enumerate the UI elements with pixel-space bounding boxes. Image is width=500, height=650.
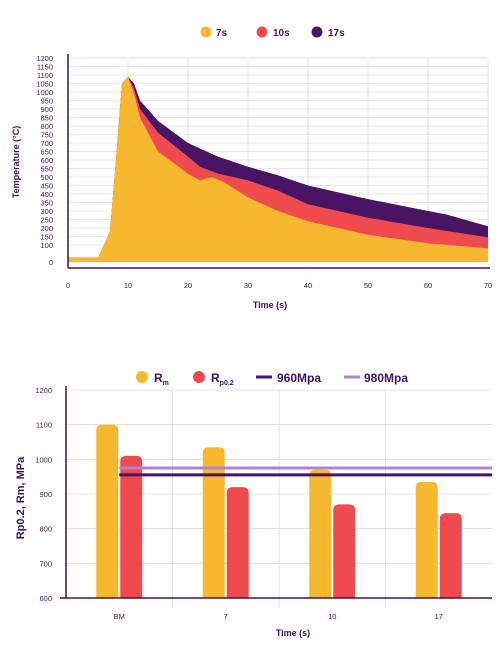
top-x-tick-50: 50 [364, 281, 372, 290]
top-y-tick-750: 750 [40, 131, 53, 140]
bottom-chart-axes [60, 386, 492, 599]
top-y-tick-100: 100 [40, 241, 53, 250]
bottom-chart-y-tick-labels: 600 700 800 900 1000 1100 1200 [35, 386, 52, 603]
legend-marker-10s [256, 26, 268, 38]
top-y-tick-350: 350 [40, 199, 53, 208]
top-legend: 7s 10s 17s [200, 26, 345, 39]
top-y-tick-800: 800 [40, 122, 53, 131]
top-chart-areas [68, 76, 488, 262]
bottom-y-tick-600: 600 [39, 594, 52, 603]
temperature-chart: 7s 10s 17s 01001502002503003504004505005… [11, 26, 492, 310]
legend-marker-rm [136, 371, 148, 383]
top-y-tick-1200: 1200 [36, 54, 53, 63]
top-y-tick-1150: 1150 [37, 63, 53, 72]
legend-label-980: 980Mpa [364, 371, 408, 385]
bar-Rp0.2-17 [439, 513, 462, 598]
top-chart-ylabel: Temperature (°C) [11, 126, 21, 198]
top-y-tick-600: 600 [40, 156, 53, 165]
top-x-tick-0: 0 [66, 281, 70, 290]
bar-Rp0.2-BM [120, 455, 143, 598]
top-chart-y-tick-labels: 0 100150200250300350400450500550600650700… [36, 54, 53, 267]
top-y-tick-550: 550 [40, 165, 53, 174]
top-y-tick-1050: 1050 [36, 80, 53, 89]
bottom-y-tick-1200: 1200 [35, 386, 52, 395]
top-y-tick-900: 900 [40, 105, 53, 114]
top-x-tick-10: 10 [124, 281, 132, 290]
legend-label-10s: 10s [273, 28, 290, 39]
bar-Rm-10 [309, 469, 332, 598]
top-x-tick-60: 60 [424, 281, 432, 290]
legend-label-960: 960Mpa [277, 371, 321, 385]
legend-marker-rp02 [193, 371, 205, 383]
top-y-tick-950: 950 [40, 97, 53, 106]
bottom-chart-bars [96, 424, 462, 598]
legend-label-7s: 7s [216, 28, 228, 39]
bottom-chart-xlabel: Time (s) [276, 628, 310, 638]
top-chart-x-tick-labels: 0 10 20 30 40 50 60 70 [66, 281, 492, 290]
top-chart-xlabel: Time (s) [253, 300, 287, 310]
top-y-tick-0: 0 [49, 258, 53, 267]
top-x-tick-40: 40 [304, 281, 312, 290]
bottom-y-tick-1000: 1000 [35, 455, 52, 464]
legend-marker-7s [200, 26, 212, 38]
legend-label-rp02: Rp0.2 [211, 371, 234, 387]
legend-label-rm: Rm [154, 371, 169, 387]
top-y-tick-1100: 1100 [37, 71, 53, 80]
area-series-7s [68, 76, 488, 262]
top-y-tick-700: 700 [40, 139, 53, 148]
bottom-x-tick-7: 7 [224, 612, 228, 621]
top-x-tick-20: 20 [184, 281, 192, 290]
bar-Rm-7 [202, 447, 225, 598]
top-y-tick-500: 500 [40, 173, 53, 182]
bottom-x-tick-10: 10 [328, 612, 336, 621]
top-y-tick-450: 450 [40, 182, 53, 191]
top-y-tick-850: 850 [40, 114, 53, 123]
bottom-chart-reference-lines [119, 466, 492, 477]
top-x-tick-70: 70 [484, 281, 492, 290]
top-y-tick-200: 200 [40, 224, 53, 233]
bottom-y-tick-800: 800 [39, 525, 52, 534]
bottom-legend: Rm Rp0.2 960Mpa 980Mpa [136, 371, 408, 387]
top-y-tick-400: 400 [40, 190, 53, 199]
top-y-tick-650: 650 [40, 148, 53, 157]
bottom-x-tick-BM: BM [114, 612, 125, 621]
top-y-tick-250: 250 [40, 216, 53, 225]
bar-Rm-BM [96, 424, 119, 598]
top-chart-axes [67, 54, 490, 269]
bar-Rp0.2-10 [333, 504, 356, 598]
legend-label-17s: 17s [328, 28, 345, 39]
bottom-chart-x-tick-labels: BM 7 10 17 [114, 612, 443, 621]
bottom-x-tick-17: 17 [435, 612, 443, 621]
legend-marker-17s [311, 26, 323, 38]
bar-Rp0.2-7 [226, 487, 249, 598]
strength-chart: Rm Rp0.2 960Mpa 980Mpa 600 700 800 900 1000 1… [15, 371, 492, 638]
bottom-y-tick-900: 900 [39, 490, 52, 499]
bottom-y-tick-1100: 1100 [36, 421, 52, 430]
bar-Rm-17 [415, 481, 438, 598]
bottom-chart-ylabel: Rp0.2, Rm, MPa [15, 456, 27, 539]
top-x-tick-30: 30 [244, 281, 252, 290]
top-y-tick-300: 300 [40, 207, 53, 216]
bottom-y-tick-700: 700 [39, 559, 52, 568]
top-y-tick-1000: 1000 [36, 88, 53, 97]
top-y-tick-150: 150 [40, 233, 53, 242]
